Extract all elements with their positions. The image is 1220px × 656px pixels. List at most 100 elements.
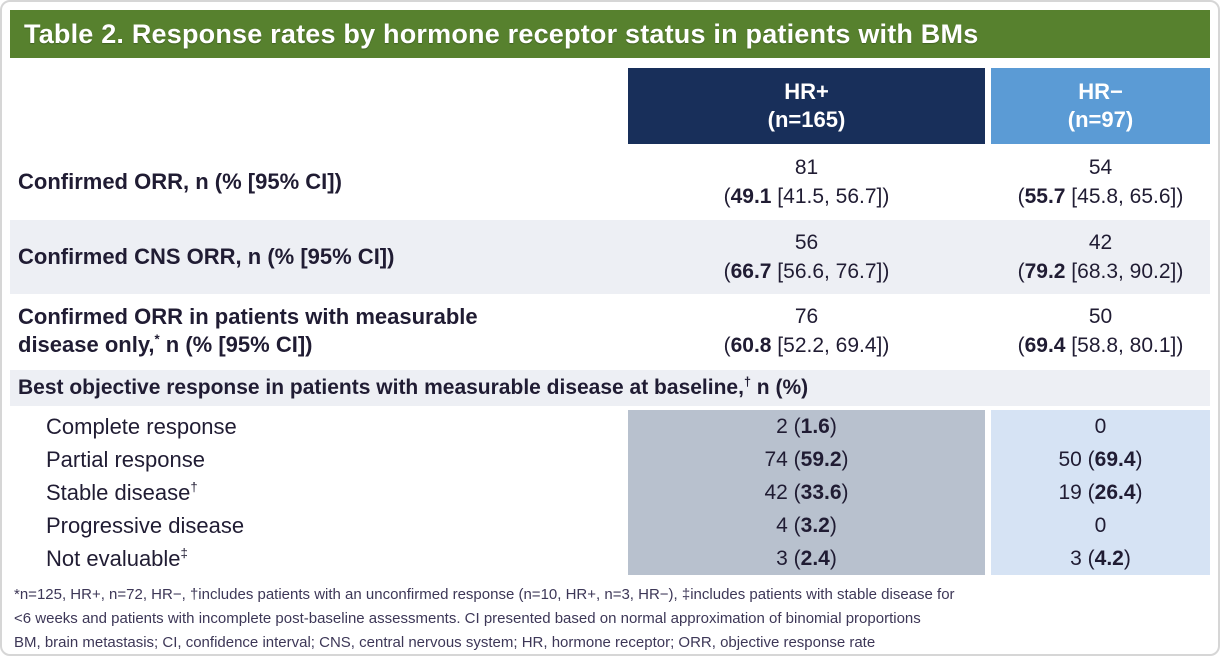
hr-negative-value-cell: 50 (69.4 [58.8, 80.1]) [991,302,1210,360]
value-text: [41.5, 56.7]) [771,185,890,208]
value-text: ) [1123,547,1131,570]
value-count: 54 [1088,156,1113,179]
value-bold: 60.8 [730,334,772,357]
value-text: ) [841,481,849,504]
value-text: 3 ( [776,547,801,570]
column-n: (n=165) [767,107,846,132]
value-text: ) [1135,448,1143,471]
section-header-sup: † [743,375,751,389]
row-label-text: Confirmed ORR, n (% [95% CI]) [18,169,342,194]
subrow-value: 0 [991,410,1210,443]
value-text: 0 [1094,514,1107,537]
value-ci: (60.8 [52.2, 69.4]) [628,331,985,360]
value-bold: 26.4 [1094,481,1136,504]
value-bold: 66.7 [730,260,772,283]
value-text: ) [829,514,837,537]
subrow-label-partial-response: Partial response [46,443,628,476]
subrow-label-text: Partial response [46,447,205,472]
value-bold: 69.4 [1024,334,1066,357]
value-text: 19 ( [1058,481,1095,504]
value-text: ( [1017,185,1025,208]
subrow-value: 2 (1.6) [628,410,985,443]
hr-negative-value-cell: 42 (79.2 [68.3, 90.2]) [991,228,1210,286]
column-header-row: HR+ (n=165) HR− (n=97) [10,68,1210,144]
value-text: [58.8, 80.1]) [1065,334,1184,357]
row-label: Confirmed ORR in patients with measurabl… [10,303,628,359]
column-header-hr-positive: HR+ (n=165) [628,68,985,144]
best-response-subtable: Complete response Partial response Stabl… [10,410,1210,575]
value-text: ( [723,185,731,208]
subrow-label-text: Progressive disease [46,513,245,538]
hr-positive-subvalues-column: 2 (1.6) 74 (59.2) 42 (33.6) 4 (3.2) 3 (2… [628,410,985,575]
value-bold: 4.2 [1094,547,1124,570]
value-bold: 79.2 [1024,260,1066,283]
value-text: ( [723,334,731,357]
value-text: ( [1017,334,1025,357]
subrow-label-not-evaluable: Not evaluable‡ [46,542,628,575]
hr-positive-value-cell: 56 (66.7 [56.6, 76.7]) [628,228,985,286]
section-header-text: Best objective response in patients with… [18,376,744,399]
value-text: [56.6, 76.7]) [771,260,890,283]
subrow-label-progressive-disease: Progressive disease [46,509,628,542]
value-bold: 1.6 [800,415,830,438]
footnote-line: <6 weeks and patients with incomplete po… [14,610,921,627]
value-text: [52.2, 69.4]) [771,334,890,357]
value-text: 3 ( [1070,547,1095,570]
value-text: 2 ( [776,415,801,438]
value-ci: (55.7 [45.8, 65.6]) [991,182,1210,211]
value-ci: (69.4 [58.8, 80.1]) [991,331,1210,360]
subrow-label-complete-response: Complete response [46,410,628,443]
table-row-confirmed-orr-measurable: Confirmed ORR in patients with measurabl… [10,294,1210,368]
footnote-line: BM, brain metastasis; CI, confidence int… [14,634,876,651]
subrow-value: 3 (2.4) [628,542,985,575]
row-label-rest: n (% [95% CI]) [159,332,313,357]
value-bold: 49.1 [730,185,772,208]
value-count: 76 [794,305,819,328]
subrow-label-sup: † [190,479,198,495]
value-text: ) [1135,481,1143,504]
value-count: 42 [1088,231,1113,254]
hr-positive-value-cell: 81 (49.1 [41.5, 56.7]) [628,153,985,211]
footnote-line: *n=125, HR+, n=72, HR−, †includes patien… [14,586,955,603]
row-label: Confirmed CNS ORR, n (% [95% CI]) [10,243,628,271]
section-header-rest: n (%) [750,376,809,399]
value-text: ( [1017,260,1025,283]
value-text: 4 ( [776,514,801,537]
subrow-label-text: Stable disease [46,480,191,505]
table-title: Table 2. Response rates by hormone recep… [10,10,1210,58]
subrow-value: 50 (69.4) [991,443,1210,476]
value-text: [68.3, 90.2]) [1065,260,1184,283]
value-text: 42 ( [764,481,801,504]
column-name: HR− [1078,79,1123,104]
value-text: ( [723,260,731,283]
row-label-text: Confirmed CNS ORR, n (% [95% CI]) [18,244,395,269]
value-text: 50 ( [1058,448,1095,471]
column-name: HR+ [784,79,829,104]
value-ci: (66.7 [56.6, 76.7]) [628,257,985,286]
value-text: ) [841,448,849,471]
subrow-value: 4 (3.2) [628,509,985,542]
column-header-hr-negative: HR− (n=97) [991,68,1210,144]
row-label-text: Confirmed ORR in patients with measurabl… [18,304,478,357]
value-ci: (49.1 [41.5, 56.7]) [628,182,985,211]
row-label: Confirmed ORR, n (% [95% CI]) [10,168,628,196]
subrow-label-text: Not evaluable [46,546,181,571]
subrow-labels-column: Complete response Partial response Stabl… [10,410,628,575]
section-header-best-objective-response: Best objective response in patients with… [10,370,1210,406]
value-bold: 33.6 [800,481,842,504]
subrow-value: 74 (59.2) [628,443,985,476]
column-n: (n=97) [1067,107,1134,132]
table-row-confirmed-cns-orr: Confirmed CNS ORR, n (% [95% CI]) 56 (66… [10,220,1210,294]
value-text: ) [829,415,837,438]
subrow-label-sup: ‡ [180,545,188,561]
hr-negative-value-cell: 54 (55.7 [45.8, 65.6]) [991,153,1210,211]
value-bold: 3.2 [800,514,830,537]
value-bold: 59.2 [800,448,842,471]
value-text: 0 [1094,415,1107,438]
subrow-label-text: Complete response [46,414,237,439]
value-ci: (79.2 [68.3, 90.2]) [991,257,1210,286]
value-bold: 2.4 [800,547,830,570]
subrow-label-stable-disease: Stable disease† [46,476,628,509]
subrow-value: 0 [991,509,1210,542]
